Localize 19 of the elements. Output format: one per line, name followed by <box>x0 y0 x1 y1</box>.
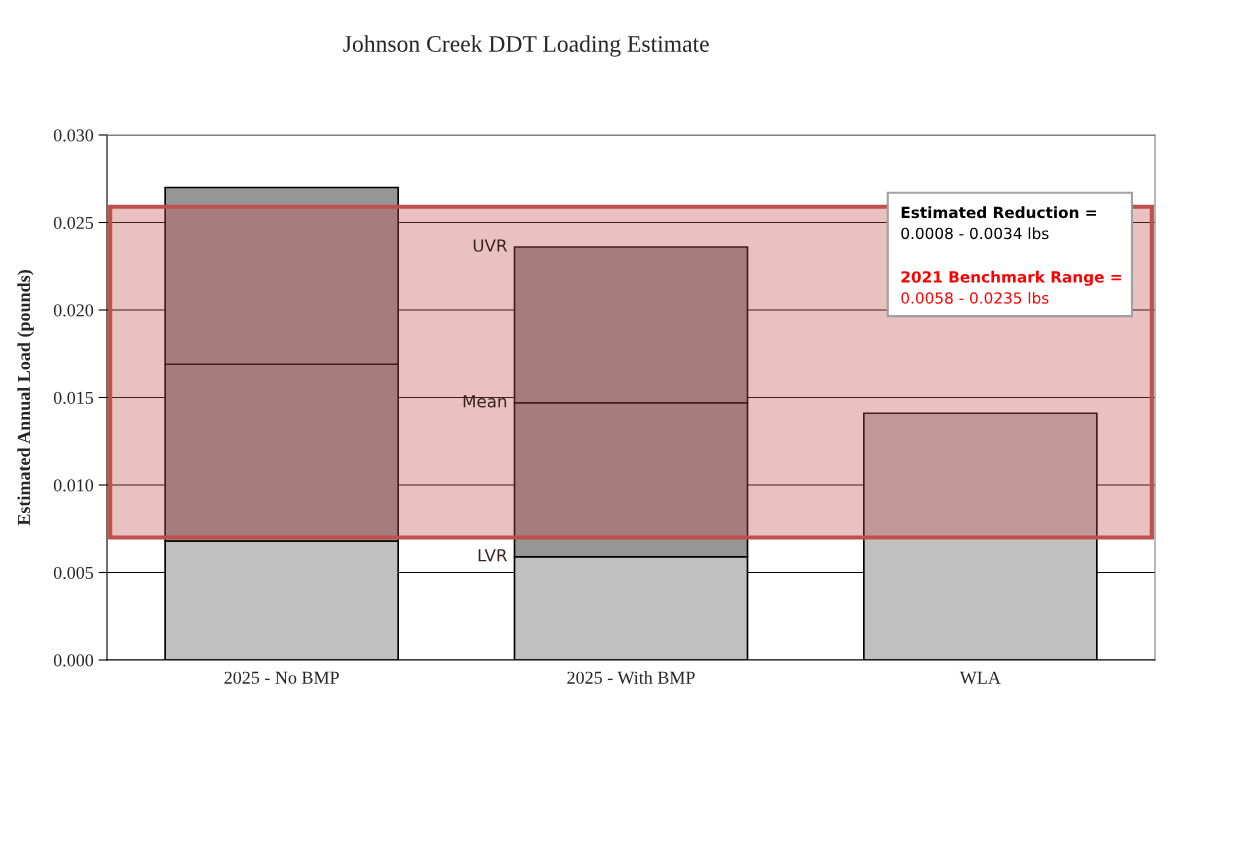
y-tick-label: 0.015 <box>53 391 94 405</box>
annotation: UVR <box>473 239 508 252</box>
chart-title: Johnson Creek DDT Loading Estimate <box>343 35 709 57</box>
y-tick-label: 0.025 <box>53 216 94 230</box>
annotation: Estimated Reduction = <box>901 206 1096 219</box>
y-tick-label: 0.030 <box>53 129 94 142</box>
y-tick-label: 0.005 <box>53 566 94 580</box>
y-tick-label: 0.010 <box>53 479 94 492</box>
annotation: 2021 Benchmark Range = <box>901 270 1121 286</box>
y-tick-label: 0.020 <box>53 304 94 317</box>
annotation: 0.0008 - 0.0034 lbs <box>901 227 1049 240</box>
x-tick-label: 2025 - With BMP <box>567 671 695 684</box>
y-axis-title: Estimated Annual Load (pounds) <box>17 270 34 526</box>
y-tick-label: 0.000 <box>53 654 94 667</box>
annotation: LVR <box>478 549 508 562</box>
x-tick-label: 2025 - No BMP <box>224 671 339 684</box>
annotation: 0.0058 - 0.0235 lbs <box>901 291 1049 304</box>
annotation: Mean <box>463 395 507 408</box>
x-tick-label: WLA <box>959 671 1001 684</box>
